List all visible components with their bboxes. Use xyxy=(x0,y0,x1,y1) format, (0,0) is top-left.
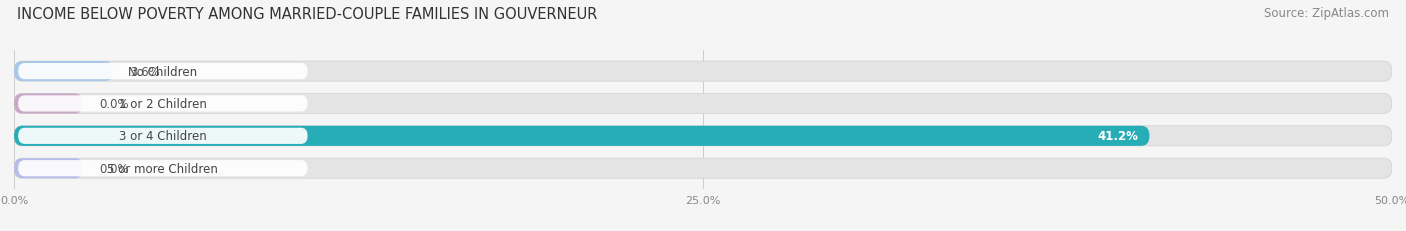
Text: 3.6%: 3.6% xyxy=(129,65,159,78)
FancyBboxPatch shape xyxy=(14,126,1150,146)
Text: Source: ZipAtlas.com: Source: ZipAtlas.com xyxy=(1264,7,1389,20)
Text: 41.2%: 41.2% xyxy=(1098,130,1139,143)
FancyBboxPatch shape xyxy=(14,62,114,82)
FancyBboxPatch shape xyxy=(18,96,308,112)
Text: 0.0%: 0.0% xyxy=(100,162,129,175)
FancyBboxPatch shape xyxy=(18,160,308,176)
Text: INCOME BELOW POVERTY AMONG MARRIED-COUPLE FAMILIES IN GOUVERNEUR: INCOME BELOW POVERTY AMONG MARRIED-COUPL… xyxy=(17,7,598,22)
FancyBboxPatch shape xyxy=(14,158,1392,179)
FancyBboxPatch shape xyxy=(14,158,83,179)
FancyBboxPatch shape xyxy=(14,62,1392,82)
Text: 5 or more Children: 5 or more Children xyxy=(107,162,218,175)
Text: 1 or 2 Children: 1 or 2 Children xyxy=(120,97,207,110)
FancyBboxPatch shape xyxy=(14,126,1392,146)
FancyBboxPatch shape xyxy=(14,94,83,114)
Text: 3 or 4 Children: 3 or 4 Children xyxy=(120,130,207,143)
FancyBboxPatch shape xyxy=(14,94,1392,114)
FancyBboxPatch shape xyxy=(18,64,308,80)
FancyBboxPatch shape xyxy=(18,128,308,144)
Text: No Children: No Children xyxy=(128,65,197,78)
Text: 0.0%: 0.0% xyxy=(100,97,129,110)
